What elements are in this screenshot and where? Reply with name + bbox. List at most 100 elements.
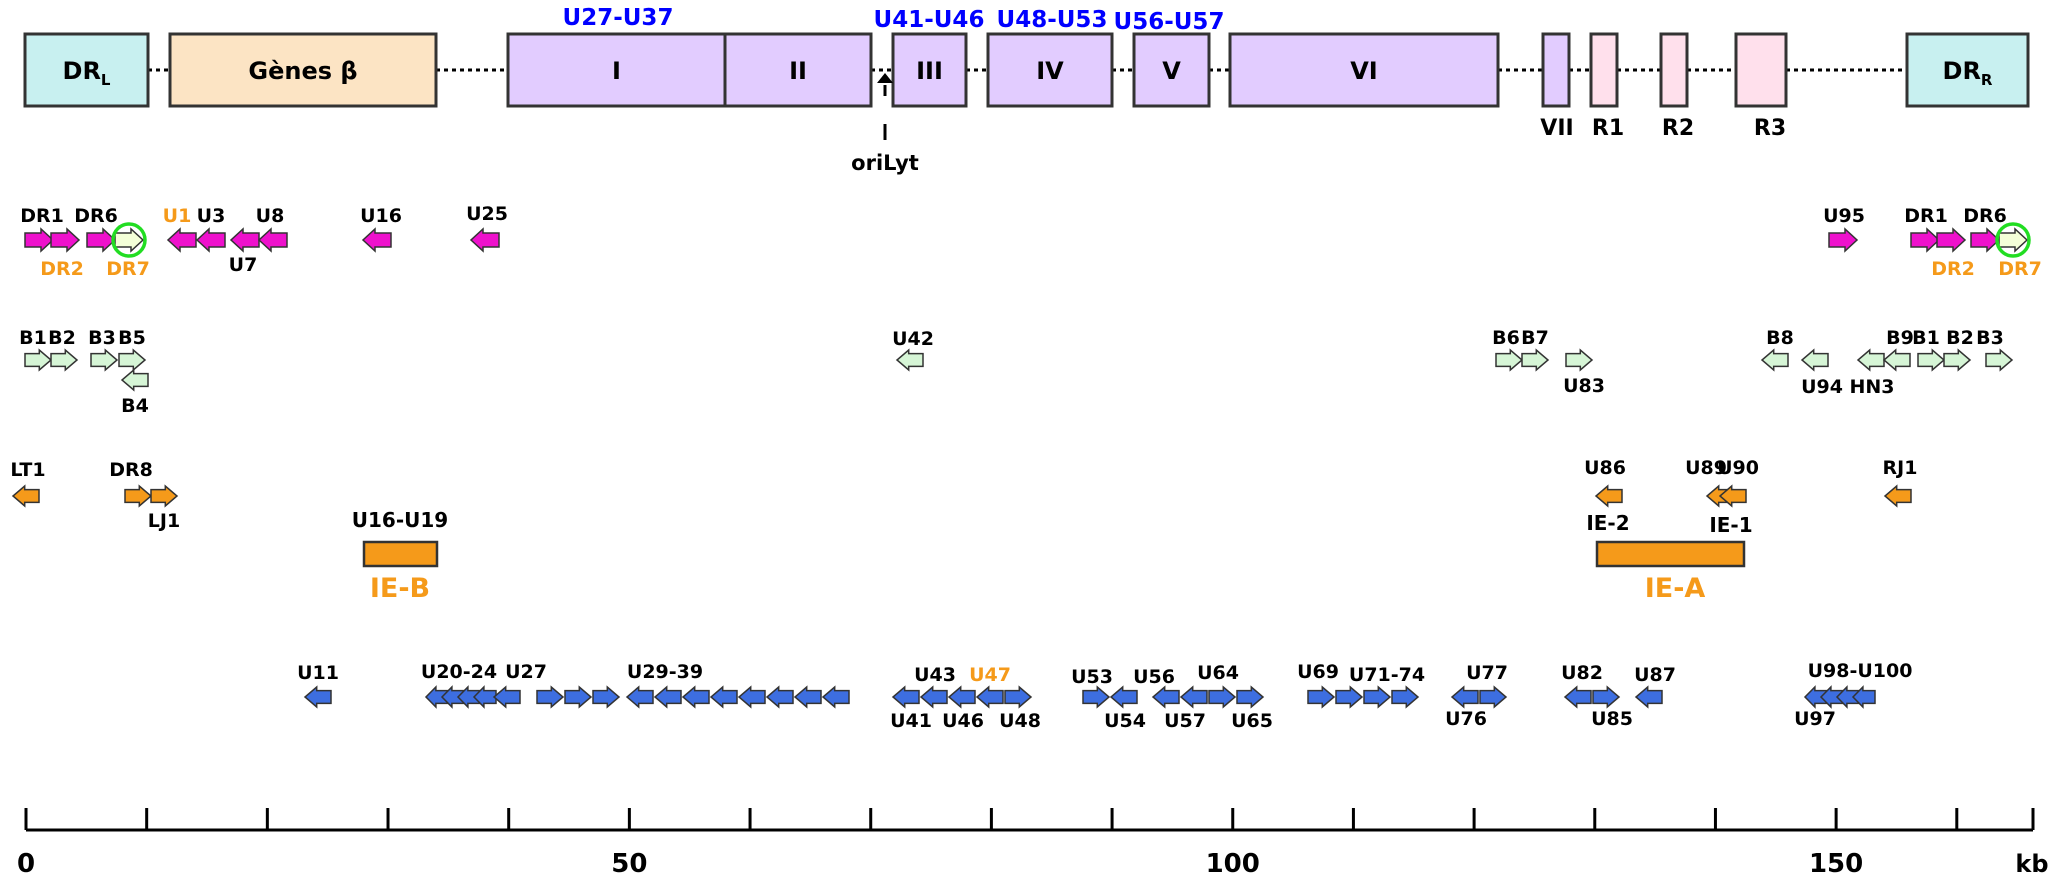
axis-tick-label-150: 150 [1809, 849, 1863, 875]
blue-gene-arrow-39 [1835, 685, 1860, 709]
blue-gene-arrow-26 [1208, 685, 1237, 709]
blue-gene-arrow-29 [1335, 685, 1364, 709]
genome-block-12 [1905, 32, 2030, 108]
block-label-r1: R1 [1592, 116, 1624, 141]
blue-gene-label-12: U54 [1104, 710, 1146, 732]
blue-gene-arrow-27 [1236, 685, 1265, 709]
gene-arrow-row0-13 [1970, 227, 2001, 253]
gene-arrow-row0-9 [469, 227, 500, 253]
genome-block-10 [1659, 32, 1689, 108]
blue-gene-arrow-13 [737, 685, 766, 709]
gene-label-row0-14: DR7 [1998, 258, 2042, 280]
blue-gene-label-20: U87 [1634, 664, 1676, 686]
blue-gene-arrow-18 [919, 685, 948, 709]
gene-label-row1-8: U83 [1563, 375, 1605, 397]
blue-gene-label-9: U53 [1071, 666, 1113, 688]
axis-tick-label-50: 50 [611, 849, 647, 875]
gene-label-row0-10: U95 [1823, 205, 1865, 227]
gene-label-row1-13: B1 [1912, 327, 1940, 349]
blue-gene-arrow-33 [1479, 685, 1508, 709]
gene-arrow-row1-13 [1917, 348, 1946, 372]
genome-block-label-7: VI [1350, 57, 1378, 85]
gene-arrow-row0-12 [1936, 227, 1967, 253]
blue-gene-arrow-23 [1109, 685, 1138, 709]
blue-gene-label-8: U48 [999, 710, 1041, 732]
gene-label-row0-12: DR6 [1963, 205, 2007, 227]
gene-arrow-row0-2 [86, 227, 117, 253]
gene-arrow-row0-14 [1998, 227, 2029, 253]
gene-arrow-row1-8 [1565, 348, 1594, 372]
range-label-u56-u57: U56-U57 [1114, 9, 1225, 35]
ie-2-label: IE-2 [1586, 511, 1629, 535]
gene-arrow-row0-11 [1910, 227, 1941, 253]
gene-label-row0-1: DR6 [74, 205, 118, 227]
axis-tick-label-100: 100 [1206, 849, 1260, 875]
gene-arrow-row1-2 [90, 348, 119, 372]
gene-label-row1-5: U42 [892, 328, 934, 350]
blue-gene-arrow-17 [891, 685, 920, 709]
genome-block-3 [723, 32, 873, 108]
gene-label-row2-0: LT1 [10, 459, 45, 481]
blue-gene-arrow-32 [1450, 685, 1479, 709]
blue-gene-arrow-1 [424, 685, 449, 709]
gene-arrow-row0-0 [24, 227, 55, 253]
ie-a-label: IE-A [1645, 573, 1706, 604]
range-label-u41-u46: U41-U46 [874, 7, 985, 33]
gene-arrow-row1-1 [50, 348, 79, 372]
genome-block-8 [1541, 32, 1571, 108]
ie-b-label: IE-B [370, 573, 430, 604]
blue-gene-arrow-40 [1851, 685, 1876, 709]
blue-gene-label-11: U64 [1197, 662, 1239, 684]
gene-label-row1-1: B2 [48, 327, 76, 349]
block-label-vii: VII [1540, 116, 1573, 141]
blue-gene-arrow-37 [1803, 685, 1828, 709]
blue-gene-label-1: U20-24 [421, 661, 497, 683]
blue-gene-arrow-20 [975, 685, 1004, 709]
gene-label-row1-3: B5 [118, 327, 146, 349]
blue-gene-arrow-7 [564, 685, 593, 709]
gene-label-row0-5: DR2 [40, 258, 84, 280]
gene-arrow-row0-4 [166, 227, 197, 253]
blue-gene-arrow-22 [1082, 685, 1111, 709]
blue-gene-arrow-34 [1563, 685, 1592, 709]
genome-block-1 [168, 32, 438, 108]
blue-gene-arrow-25 [1179, 685, 1208, 709]
blue-gene-arrow-2 [440, 685, 465, 709]
blue-gene-label-19: U82 [1561, 662, 1603, 684]
genome-block-label-4: III [916, 57, 943, 85]
gene-label-row0-6: DR7 [106, 258, 150, 280]
blue-gene-label-6: U41 [890, 710, 932, 732]
blue-gene-arrow-21 [1004, 685, 1033, 709]
genome-block-label-3: II [789, 57, 807, 85]
blue-gene-arrow-28 [1307, 685, 1336, 709]
blue-gene-label-23: U97 [1794, 708, 1836, 730]
blue-gene-label-10: U56 [1133, 666, 1175, 688]
genome-block-9 [1589, 32, 1619, 108]
blue-gene-arrow-8 [592, 685, 621, 709]
gene-label-row1-9: B8 [1766, 327, 1794, 349]
gene-arrow-row1-5 [895, 348, 924, 372]
blue-gene-arrow-6 [536, 685, 565, 709]
blue-gene-label-14: U65 [1231, 710, 1273, 732]
gene-label-row1-14: B2 [1946, 327, 1974, 349]
gene-label-row1-11: HN3 [1849, 376, 1894, 398]
gene-label-row2-6: RJ1 [1883, 457, 1918, 479]
gene-arrow-row1-11 [1856, 348, 1885, 372]
gene-label-row1-10: U94 [1801, 376, 1843, 398]
genome-block-2 [506, 32, 727, 108]
blue-gene-label-5: U47 [969, 664, 1011, 686]
blue-gene-arrow-11 [681, 685, 710, 709]
blue-gene-arrow-9 [625, 685, 654, 709]
gene-label-row0-9: U25 [466, 203, 508, 225]
blue-gene-label-4: U43 [914, 664, 956, 686]
gene-label-row0-7: U7 [229, 254, 258, 276]
gene-arrow-row2-6 [1883, 484, 1912, 508]
ie-a-region: IE-2 IE-1 IE-A [1586, 511, 1752, 604]
gene-label-row0-8: U16 [360, 205, 402, 227]
blue-gene-arrow-16 [821, 685, 850, 709]
gene-label-row1-6: B6 [1492, 327, 1520, 349]
blue-gene-arrow-4 [472, 685, 497, 709]
gene-arrow-row1-7 [1521, 348, 1550, 372]
blue-gene-label-2: U27 [505, 661, 547, 683]
